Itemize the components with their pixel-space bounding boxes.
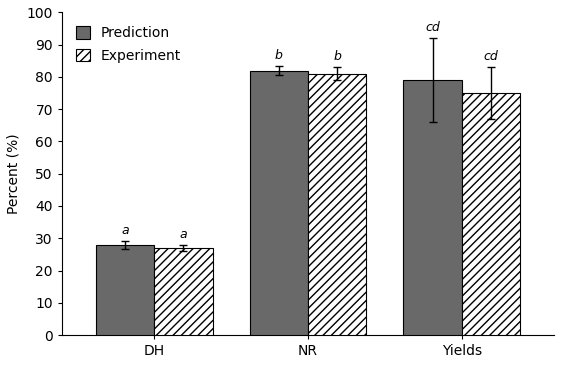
Bar <box>96 245 154 335</box>
Bar <box>154 248 213 335</box>
Text: cd: cd <box>425 22 440 34</box>
Bar <box>250 70 308 335</box>
Y-axis label: Percent (%): Percent (%) <box>7 134 21 214</box>
Text: b: b <box>333 50 341 64</box>
Text: a: a <box>121 224 129 237</box>
Bar <box>308 74 366 335</box>
Text: a: a <box>180 228 187 241</box>
Bar <box>462 93 520 335</box>
Bar <box>403 80 462 335</box>
Text: cd: cd <box>484 50 498 64</box>
Legend: Prediction, Experiment: Prediction, Experiment <box>69 19 188 70</box>
Text: b: b <box>275 49 283 62</box>
